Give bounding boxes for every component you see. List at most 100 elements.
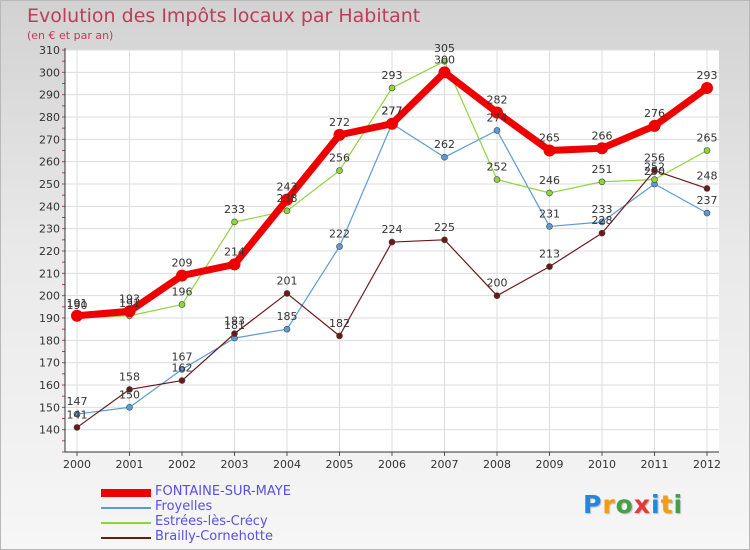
data-label: 167 <box>172 350 193 363</box>
logo-letter: x <box>633 490 651 519</box>
y-tick-label: 290 <box>39 89 60 102</box>
data-point <box>126 404 133 411</box>
data-point <box>546 263 553 270</box>
proxiti-logo: Proxiti <box>583 490 683 519</box>
data-point <box>598 178 606 186</box>
data-label: 251 <box>592 163 613 176</box>
logo-letter: i <box>673 490 684 519</box>
data-label: 228 <box>592 214 613 227</box>
x-tick-label: 2010 <box>588 458 616 471</box>
legend-swatch <box>101 522 151 524</box>
legend-label: Froyelles <box>155 499 213 514</box>
data-point <box>441 236 448 244</box>
data-label: 185 <box>277 310 298 323</box>
y-tick-label: 210 <box>39 267 60 280</box>
data-point <box>73 424 81 431</box>
data-label: 182 <box>329 317 350 330</box>
x-tick-label: 2001 <box>116 458 144 471</box>
data-label: 282 <box>487 94 508 107</box>
y-tick-label: 240 <box>39 200 60 213</box>
data-point <box>441 153 448 161</box>
y-tick-label: 150 <box>39 401 60 414</box>
y-tick-label: 260 <box>39 156 60 169</box>
logo-letter: o <box>615 490 634 519</box>
legend-label: Brailly-Cornehotte <box>155 529 273 544</box>
data-point <box>123 305 136 318</box>
logo-letter: P <box>583 490 603 519</box>
data-point <box>651 176 658 183</box>
y-tick-label: 230 <box>39 223 60 236</box>
data-label: 252 <box>644 161 665 174</box>
data-label: 224 <box>382 223 403 236</box>
data-point <box>491 106 503 119</box>
data-label: 214 <box>224 245 245 258</box>
data-label: 213 <box>539 248 560 261</box>
legend-swatch <box>101 507 151 509</box>
data-label: 237 <box>697 194 718 207</box>
data-label: 250 <box>644 165 665 178</box>
y-tick-label: 190 <box>39 312 60 325</box>
y-tick-label: 220 <box>39 245 60 258</box>
data-point <box>281 193 293 206</box>
y-tick-label: 180 <box>39 334 60 347</box>
legend-swatch <box>101 489 151 497</box>
x-tick-label: 2007 <box>431 458 459 471</box>
x-tick-label: 2005 <box>326 458 354 471</box>
data-point <box>703 185 711 192</box>
y-tick-label: 270 <box>39 133 60 146</box>
data-label: 196 <box>172 286 193 299</box>
data-label: 262 <box>434 138 455 151</box>
data-label: 233 <box>224 203 245 216</box>
data-label: 243 <box>277 181 298 194</box>
data-point <box>388 238 396 246</box>
data-label: 201 <box>277 274 298 287</box>
x-tick-label: 2004 <box>273 458 301 471</box>
data-point <box>438 66 451 79</box>
x-tick-label: 2000 <box>63 458 91 471</box>
data-point <box>231 218 238 226</box>
data-point <box>176 269 188 282</box>
data-label: 150 <box>119 388 140 401</box>
data-point <box>178 377 186 384</box>
logo-letter: i <box>651 490 661 519</box>
data-point <box>228 258 241 271</box>
data-label: 191 <box>67 297 88 310</box>
data-label: 225 <box>434 221 455 234</box>
data-label: 181 <box>224 319 245 332</box>
data-point <box>283 325 291 333</box>
data-label: 266 <box>592 129 613 142</box>
data-point <box>648 119 661 132</box>
data-label: 141 <box>67 408 88 421</box>
legend-label: Estrées-lès-Crécy <box>155 514 268 529</box>
data-point <box>493 176 501 183</box>
x-tick-label: 2009 <box>536 458 564 471</box>
data-label: 183 <box>224 315 245 328</box>
data-point <box>283 207 291 215</box>
data-label: 276 <box>644 107 665 120</box>
data-label: 200 <box>487 277 508 290</box>
data-label: 248 <box>697 169 718 182</box>
data-point <box>231 330 238 337</box>
data-label: 147 <box>67 395 88 408</box>
data-label: 274 <box>487 111 508 124</box>
data-label: 238 <box>277 192 298 205</box>
data-label: 162 <box>172 362 193 375</box>
y-tick-label: 300 <box>39 66 60 79</box>
chart-subtitle: (en € et par an) <box>27 29 114 42</box>
data-point <box>598 229 606 237</box>
data-label: 293 <box>697 69 718 82</box>
data-point <box>546 223 553 230</box>
data-label: 252 <box>487 161 508 174</box>
data-point <box>441 57 448 65</box>
data-label: 265 <box>697 132 718 145</box>
legend-swatch <box>101 537 151 539</box>
data-label: 293 <box>382 69 403 82</box>
data-point <box>703 147 711 154</box>
x-tick-label: 2008 <box>483 458 511 471</box>
data-label: 246 <box>539 174 560 187</box>
data-point <box>283 290 291 297</box>
data-point <box>543 144 556 157</box>
chart-title: Evolution des Impôts locaux par Habitant <box>27 5 421 27</box>
